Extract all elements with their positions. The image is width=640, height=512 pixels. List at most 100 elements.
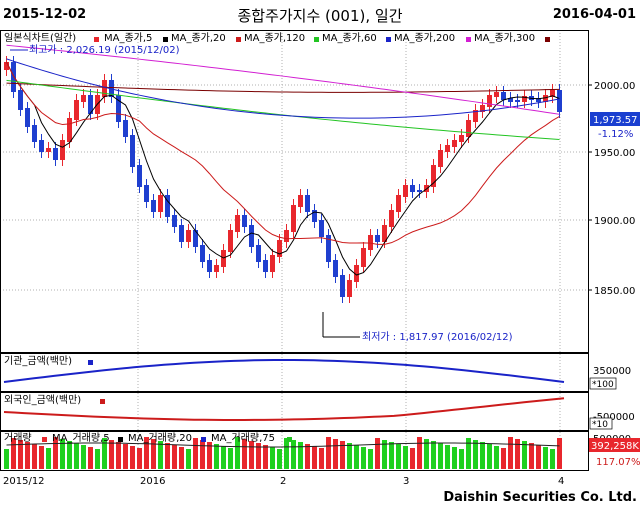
volume-bar bbox=[25, 442, 30, 469]
candle bbox=[158, 195, 163, 212]
legend-swatch bbox=[386, 37, 391, 42]
volume-bar bbox=[53, 437, 58, 469]
legend-swatch bbox=[236, 37, 241, 42]
legend-swatch bbox=[314, 37, 319, 42]
foreign-mult: *10 bbox=[592, 420, 608, 430]
candle bbox=[263, 260, 268, 272]
candle bbox=[235, 215, 240, 232]
candle bbox=[298, 195, 303, 207]
volume-bar bbox=[193, 438, 198, 469]
volume-bar bbox=[501, 448, 506, 469]
candle bbox=[445, 145, 450, 152]
volume-bar bbox=[60, 439, 65, 469]
volume-label: 거래량 bbox=[4, 432, 32, 444]
volume-bar bbox=[536, 445, 541, 469]
ma120-line bbox=[6, 82, 560, 93]
volume-bars bbox=[4, 437, 562, 469]
candle bbox=[312, 210, 317, 222]
foreign-label: 외국인_금액(백만) bbox=[4, 394, 81, 406]
volume-bar bbox=[508, 437, 513, 469]
volume-bar bbox=[417, 437, 422, 469]
candle bbox=[389, 210, 394, 227]
volume-bar bbox=[445, 445, 450, 469]
volume-bar bbox=[81, 445, 86, 469]
candle bbox=[340, 275, 345, 297]
price-change: -1.12% bbox=[598, 129, 633, 140]
candle bbox=[151, 200, 156, 212]
candle bbox=[459, 135, 464, 142]
volume-bar bbox=[11, 438, 16, 469]
candle bbox=[333, 260, 338, 277]
low-annotation: 최저가 : 1,817.97 (2016/02/12) bbox=[362, 331, 513, 343]
volume-bar bbox=[151, 439, 156, 469]
x-tick: 3 bbox=[403, 476, 409, 487]
volume-bar bbox=[480, 442, 485, 469]
candle bbox=[557, 90, 562, 112]
volume-bar bbox=[130, 446, 135, 469]
candle bbox=[319, 220, 324, 237]
volume-bar bbox=[179, 447, 184, 469]
candle bbox=[74, 100, 79, 120]
institution-label: 기관_금액(백만) bbox=[4, 355, 72, 367]
price-pane[interactable] bbox=[0, 30, 589, 353]
volume-bar bbox=[473, 440, 478, 469]
candle bbox=[18, 90, 23, 110]
volume-bar bbox=[39, 446, 44, 469]
foreign-axis: -500000 bbox=[593, 412, 635, 423]
candle bbox=[256, 245, 261, 262]
volume-bar bbox=[263, 445, 268, 469]
foreign-pane[interactable] bbox=[0, 392, 589, 431]
candle bbox=[11, 62, 16, 92]
volume-bar bbox=[438, 443, 443, 469]
legend-ma200: MA_종가,200 bbox=[394, 32, 455, 44]
candle bbox=[39, 140, 44, 152]
institution-pane[interactable] bbox=[0, 353, 589, 392]
x-tick: 2016 bbox=[140, 476, 165, 487]
volume-bar bbox=[4, 449, 9, 469]
legend-ma20: MA_종가,20 bbox=[171, 32, 226, 44]
volume-bar bbox=[326, 437, 331, 469]
volume-bar bbox=[431, 441, 436, 469]
chart-header: 2015-12-02 종합주가지수 (001), 일간 2016-04-01 bbox=[0, 0, 640, 30]
volume-bar bbox=[466, 438, 471, 469]
volume-legend: 거래량 MA_거래량,5 MA_거래량,20 MA_거래량,75 bbox=[4, 432, 292, 444]
candle bbox=[508, 98, 513, 102]
candle bbox=[270, 255, 275, 272]
legend-swatch bbox=[163, 37, 168, 42]
volume-bar bbox=[361, 447, 366, 469]
candle bbox=[354, 265, 359, 282]
x-axis: 2015/12 2016 2 3 4 bbox=[3, 476, 564, 487]
volume-bar bbox=[165, 443, 170, 469]
volume-bar bbox=[186, 449, 191, 469]
chart-title: 종합주가지수 (001), 일간 bbox=[237, 7, 403, 25]
ma5-line bbox=[6, 61, 560, 276]
volume-bar bbox=[291, 440, 296, 469]
legend-swatch bbox=[94, 37, 99, 42]
legend-ma300: MA_종가,300 bbox=[474, 32, 535, 44]
candle bbox=[305, 195, 310, 212]
current-price-badge bbox=[590, 112, 640, 126]
candle bbox=[396, 195, 401, 212]
candle bbox=[207, 260, 212, 272]
volume-bar bbox=[102, 438, 107, 469]
volume-bar bbox=[270, 447, 275, 469]
volume-pane[interactable] bbox=[0, 431, 589, 471]
moving-averages bbox=[6, 44, 560, 276]
volume-ma20: MA_거래량,20 bbox=[128, 432, 192, 444]
volume-bar bbox=[116, 442, 121, 469]
candle bbox=[403, 185, 408, 197]
volume-bar bbox=[368, 449, 373, 469]
candle bbox=[501, 92, 506, 100]
candle bbox=[200, 245, 205, 262]
x-tick: 2015/12 bbox=[3, 476, 45, 487]
candle bbox=[179, 225, 184, 242]
candle bbox=[284, 230, 289, 242]
volume-bar bbox=[18, 440, 23, 469]
volume-bar bbox=[550, 449, 555, 469]
volume-bar bbox=[95, 449, 100, 469]
x-tick: 2 bbox=[280, 476, 286, 487]
volume-bar bbox=[32, 444, 37, 469]
volume-bar bbox=[424, 439, 429, 469]
candle bbox=[417, 190, 422, 192]
